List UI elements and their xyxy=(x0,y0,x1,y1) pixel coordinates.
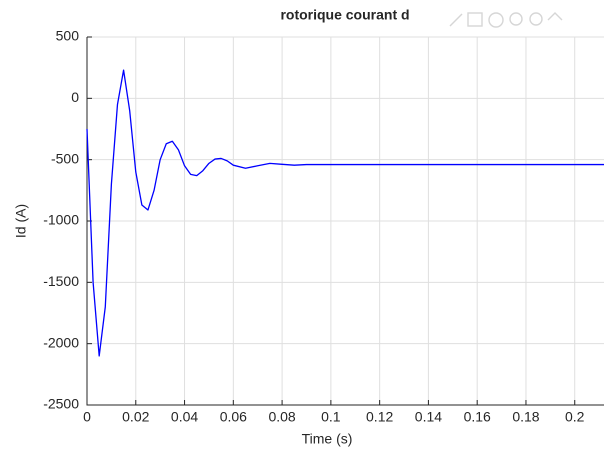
pan-icon xyxy=(488,12,504,28)
axes-box xyxy=(86,37,604,406)
toolbar xyxy=(449,12,563,28)
x-tick-label: 0.2 xyxy=(565,409,585,425)
x-axis-label: Time (s) xyxy=(302,431,353,447)
x-tick-label: 0.04 xyxy=(171,409,198,425)
x-tick-label: 0.08 xyxy=(268,409,295,425)
y-tick-label: -1500 xyxy=(43,273,79,289)
home-icon xyxy=(547,12,563,21)
y-tick-label: -2000 xyxy=(43,334,79,350)
x-tick-label: 0 xyxy=(83,409,91,425)
brush-icon xyxy=(449,13,463,27)
x-tick-label: 0.18 xyxy=(512,409,539,425)
y-tick-label: -1000 xyxy=(43,212,79,228)
x-tick-label: 0.06 xyxy=(220,409,247,425)
line-series xyxy=(86,69,604,357)
y-tick-label: 500 xyxy=(56,28,80,44)
x-tick-label: 0.14 xyxy=(415,409,442,425)
y-tick-label: -500 xyxy=(51,150,79,166)
x-tick-label: 0.12 xyxy=(366,409,393,425)
data-tip-icon xyxy=(467,12,483,27)
y-tick-label: 0 xyxy=(71,89,79,105)
x-tick-label: 0.16 xyxy=(464,409,491,425)
y-axis-label: Id (A) xyxy=(13,204,29,238)
y-tick-label: -2500 xyxy=(43,396,79,412)
zoom-out-icon xyxy=(529,12,543,26)
zoom-in-icon xyxy=(509,12,523,26)
x-tick-label: 0.1 xyxy=(321,409,341,425)
x-tick-label: 0.02 xyxy=(122,409,149,425)
chart-title: rotorique courant d xyxy=(280,7,409,23)
